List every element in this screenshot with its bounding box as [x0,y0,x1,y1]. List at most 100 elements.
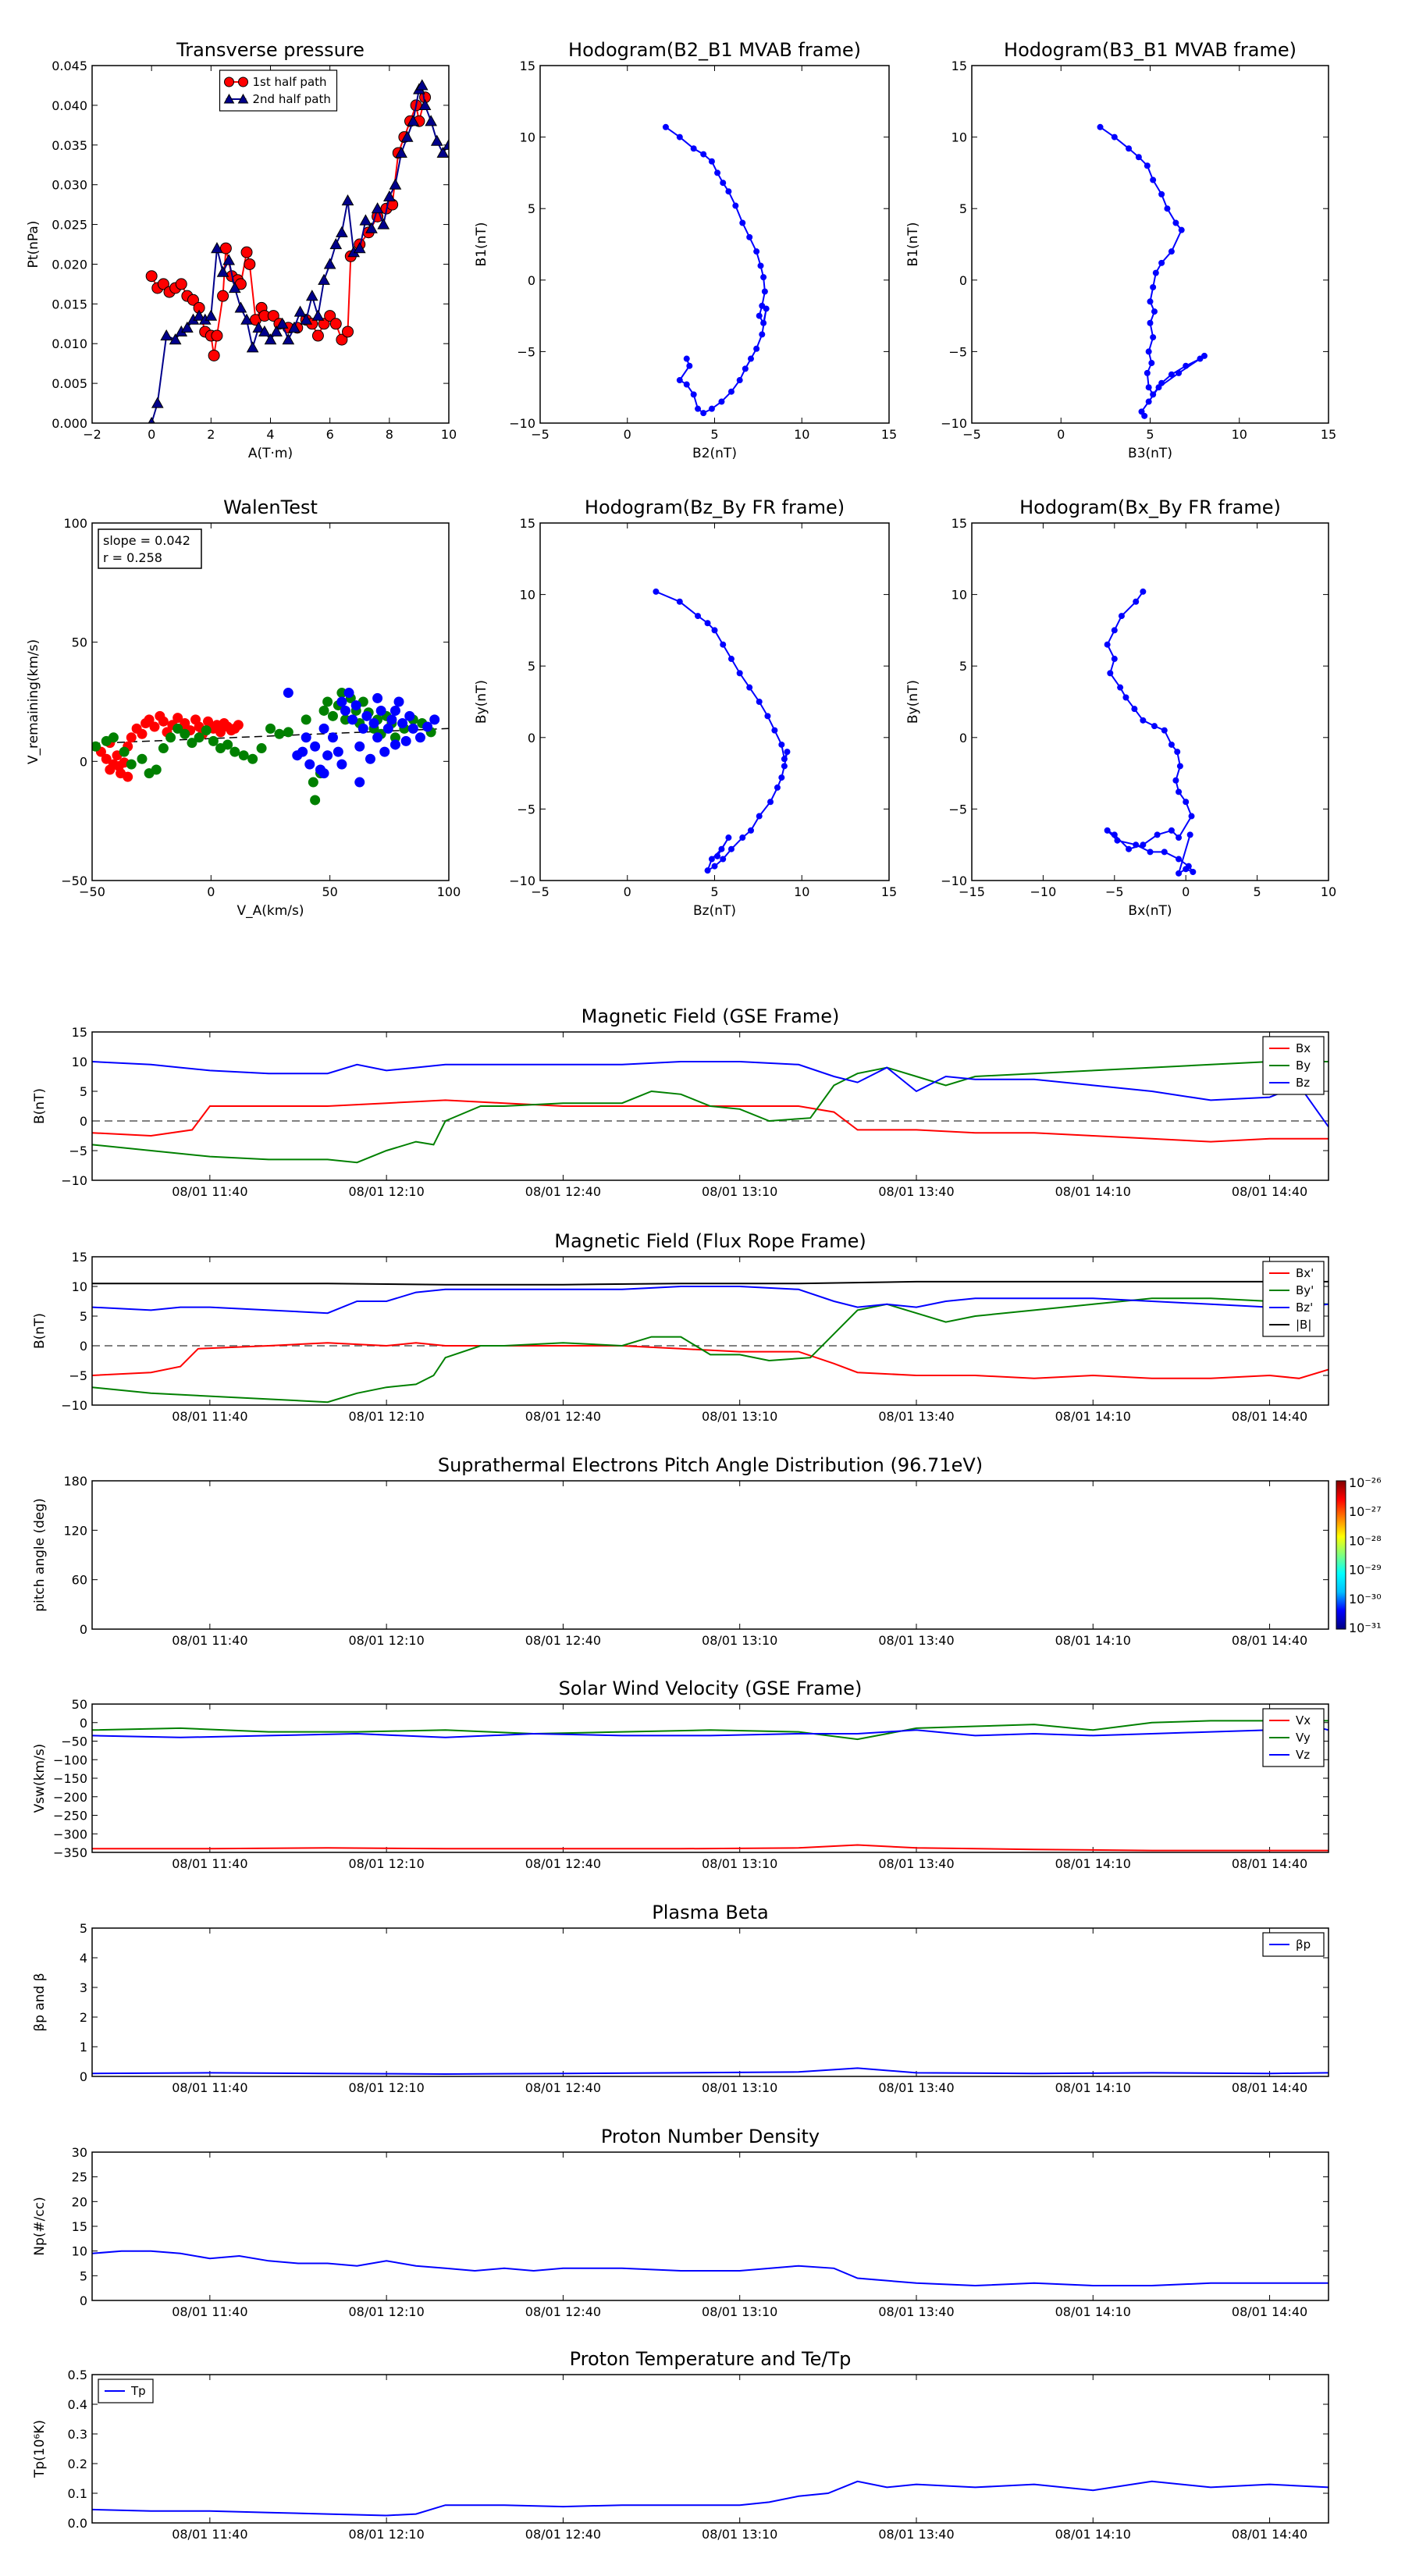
x-tick-label: −10 [1030,884,1057,899]
x-tick-label: −5 [531,427,550,442]
data-point [1140,588,1147,595]
data-point [375,705,386,716]
x-tick-label: −15 [959,884,985,899]
y-axis-label: Np(#/cc) [32,2197,48,2255]
chart-title: Hodogram(Bz_By FR frame) [585,496,845,518]
x-tick-label: 10 [1321,884,1336,899]
data-point [169,333,182,345]
data-point [1150,283,1157,290]
x-axis-label: B3(nT) [1128,446,1172,461]
data-point [240,246,253,258]
y-tick-label: 15 [72,1250,87,1265]
series-0 [653,588,791,874]
data-point [311,309,325,321]
y-axis-label: βp and β [32,1973,48,2031]
series-Tp [92,2480,1329,2517]
data-point [194,732,205,743]
data-point [288,321,301,333]
data-point [1161,849,1168,856]
data-point [725,834,732,841]
x-tick-label: 08/01 12:10 [348,2080,424,2095]
series-line [92,1720,1329,1741]
y-tick-label: −10 [61,1173,87,1188]
chart-walen_test: WalenTest −50 0 50 100 −50 0 50 100 V_A(km/s) V_re… [26,496,461,919]
data-point [700,410,707,417]
series-line [656,590,788,873]
chart-title: Suprathermal Electrons Pitch Angle Distr… [438,1454,983,1476]
y-tick-label: 0 [528,273,535,288]
chart-title: Solar Wind Velocity (GSE Frame) [559,1678,863,1699]
x-tick-label: 08/01 14:40 [1232,1856,1307,1871]
data-point [781,756,788,763]
y-tick-label: 50 [72,1697,87,1712]
data-point [123,771,133,782]
legend-label: Vz [1296,1748,1310,1762]
data-point [108,732,119,743]
data-point [1111,831,1118,838]
plot-area [92,2250,1329,2287]
legend-label: βp [1296,1937,1311,1952]
series-line [92,1342,1329,1379]
y-tick-label: −250 [53,1809,87,1823]
data-point [662,123,669,130]
y-axis-label: V_remaining(km/s) [26,639,41,764]
y-tick-label: 0.020 [52,257,87,272]
y-tick-label: 0 [959,273,967,288]
x-tick-label: 08/01 13:40 [878,2080,954,2095]
data-point [760,274,767,281]
x-tick-label: 5 [710,884,718,899]
data-point [126,732,137,743]
y-axis-label: Vsw(km/s) [32,1744,48,1813]
data-point [318,723,329,734]
data-point [747,827,754,834]
x-tick-label: 08/01 14:40 [1232,2080,1307,2095]
x-tick-label: 08/01 13:40 [878,2527,954,2542]
data-point [205,309,218,321]
data-point [222,739,233,750]
data-point [301,732,311,743]
legend-marker [238,76,248,87]
data-point [1126,845,1133,852]
x-tick-label: 6 [326,427,334,442]
fit-line [91,728,450,745]
legend: Tp [98,2379,154,2403]
legend-label: 2nd half path [253,92,331,106]
y-tick-label: −200 [53,1790,87,1805]
y-axis-label: pitch angle (deg) [32,1498,48,1612]
y-tick-label: 15 [520,59,535,73]
data-point [1150,176,1157,183]
y-tick-label: −5 [517,344,535,359]
data-point [300,313,313,325]
plot-area [92,2067,1329,2076]
y-tick-label: 3 [80,1980,87,1995]
data-point [1133,598,1140,605]
axes-frame [91,1927,1329,2077]
y-tick-label: 0 [80,1716,87,1731]
data-point [1154,831,1161,838]
data-point [354,741,365,752]
x-tick-label: 08/01 12:10 [348,1633,424,1648]
x-tick-label: 08/01 12:40 [525,1409,601,1424]
data-point [1164,205,1171,212]
data-point [252,321,265,333]
y-axis-label: B(nT) [32,1313,48,1349]
data-point [1097,123,1104,130]
data-point [759,331,766,338]
data-point [1141,412,1148,419]
data-point [763,305,770,312]
x-axis-label: A(T·m) [248,446,293,461]
data-point [1168,371,1175,378]
x-axis-label: V_A(km/s) [237,903,304,919]
data-point [342,326,354,338]
axes-frame [91,522,450,881]
x-tick-label: 15 [1321,427,1336,442]
data-point [1147,319,1154,326]
data-point [727,845,735,852]
data-point [157,278,169,290]
axes-frame [91,1703,1329,1853]
series-line [1099,126,1205,417]
legend: Bx' By' Bz' |B| [1262,1261,1325,1337]
x-tick-label: 08/01 12:40 [525,2080,601,2095]
data-point [336,333,348,346]
y-tick-label: 100 [63,516,87,531]
